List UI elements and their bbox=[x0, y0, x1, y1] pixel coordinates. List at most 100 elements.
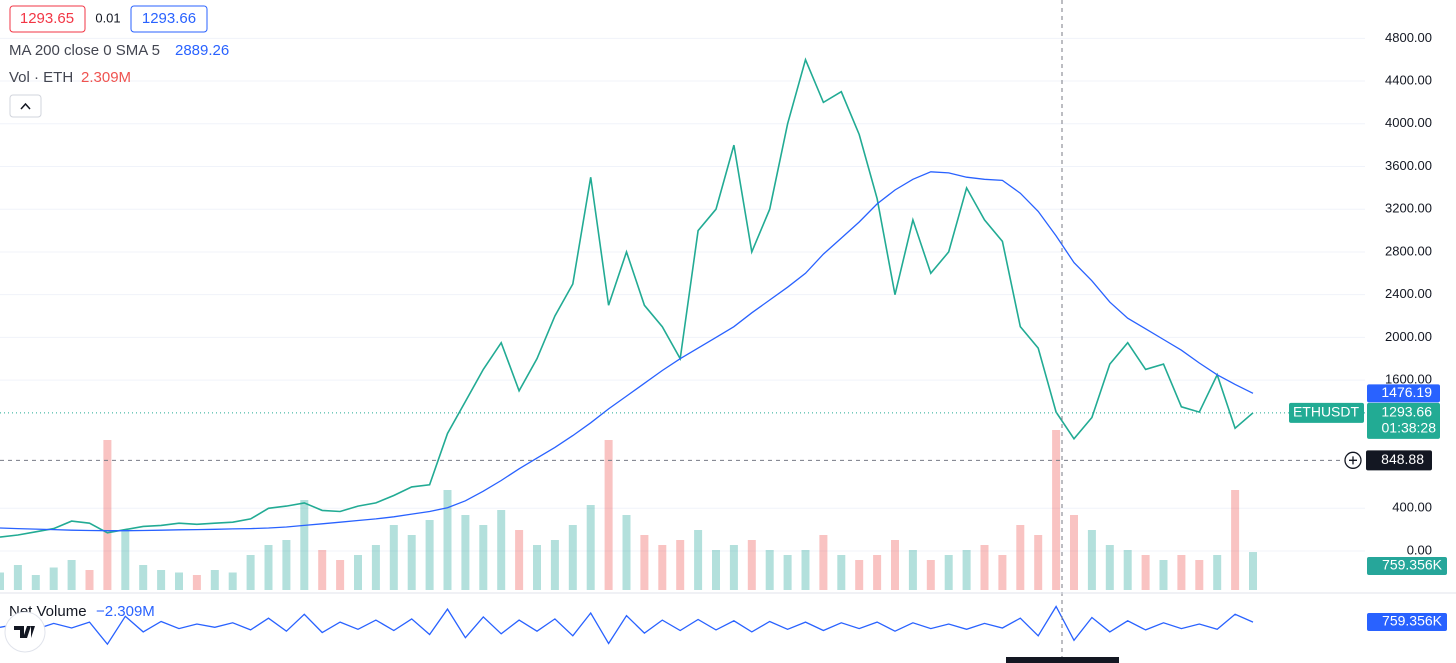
volume-bar bbox=[765, 550, 774, 590]
volume-bar bbox=[1249, 552, 1257, 590]
volume-bar bbox=[998, 555, 1007, 590]
y-tick-label: 3600.00 bbox=[1385, 158, 1432, 173]
crosshair-date-box bbox=[1006, 657, 1119, 663]
y-tick-label: 3200.00 bbox=[1385, 201, 1432, 216]
y-tick-label: 1600.00 bbox=[1385, 372, 1432, 387]
spread: 0.01 bbox=[95, 10, 120, 25]
volume-last-label: 759.356K bbox=[1382, 557, 1443, 573]
y-tick-label: 400.00 bbox=[1392, 500, 1432, 515]
collapse-button[interactable] bbox=[9, 94, 42, 118]
volume-bar bbox=[1177, 555, 1186, 590]
countdown-label: 01:38:28 bbox=[1382, 420, 1437, 436]
ask-box[interactable] bbox=[130, 5, 208, 33]
volume-bar bbox=[121, 530, 130, 590]
volume-bar bbox=[873, 555, 882, 590]
volume-bar bbox=[282, 540, 291, 590]
volume-bar bbox=[783, 555, 792, 590]
volume-bar bbox=[49, 567, 58, 590]
volume-bar bbox=[908, 550, 917, 590]
y-tick-label: 0.00 bbox=[1407, 542, 1432, 557]
volume-bar bbox=[1195, 560, 1204, 590]
volume-bar bbox=[1231, 490, 1240, 590]
volume-bar bbox=[103, 440, 112, 590]
volume-bar bbox=[747, 540, 756, 590]
crosshair-price-label: 848.88 bbox=[1381, 451, 1424, 467]
ma-price-label: 1476.19 bbox=[1381, 384, 1432, 400]
volume-bar bbox=[1159, 560, 1168, 590]
ma-legend[interactable]: MA 200 close 0 SMA 5 bbox=[9, 42, 160, 59]
y-tick-label: 4400.00 bbox=[1385, 72, 1432, 87]
volume-bar bbox=[622, 515, 631, 590]
volume-bar bbox=[980, 545, 989, 590]
volume-bar bbox=[1087, 530, 1096, 590]
volume-bar bbox=[1123, 550, 1132, 590]
ask: 1293.66 bbox=[142, 10, 196, 27]
net-volume-last-label: 759.356K bbox=[1382, 613, 1443, 629]
crosshair-price-box bbox=[1366, 450, 1432, 471]
volume-bar bbox=[443, 490, 452, 590]
symbol-label: ETHUSDT bbox=[1293, 404, 1360, 420]
y-tick-label: 4800.00 bbox=[1385, 30, 1432, 45]
volume-bar bbox=[228, 572, 237, 590]
volume-bar bbox=[658, 545, 667, 590]
volume-bar bbox=[407, 535, 416, 590]
last-price-box bbox=[1367, 402, 1440, 439]
volume-bar bbox=[729, 545, 738, 590]
volume-bar bbox=[264, 545, 273, 590]
volume-bar bbox=[926, 560, 935, 590]
volume-bar bbox=[1070, 515, 1078, 590]
ma-value: 2889.26 bbox=[175, 42, 229, 59]
volume-last-box bbox=[1367, 557, 1447, 575]
volume-bar bbox=[640, 535, 649, 590]
net-volume-value: −2.309M bbox=[96, 603, 155, 620]
volume-bar bbox=[139, 565, 148, 590]
vol-legend[interactable]: Vol · ETH bbox=[9, 69, 73, 86]
volume-bar bbox=[425, 520, 434, 590]
symbol-box bbox=[1289, 402, 1364, 423]
volume-bar bbox=[67, 560, 76, 590]
volume-bar bbox=[1141, 555, 1150, 590]
last-price-label: 1293.66 bbox=[1381, 404, 1432, 420]
volume-bar bbox=[550, 540, 559, 590]
volume-bar bbox=[1052, 430, 1061, 590]
volume-bar bbox=[944, 555, 953, 590]
volume-bar bbox=[1213, 555, 1222, 590]
volume-bar bbox=[837, 555, 846, 590]
volume-bar bbox=[210, 570, 219, 590]
volume-bar bbox=[533, 545, 541, 590]
chevron-icon bbox=[20, 102, 31, 110]
volume-bar bbox=[336, 560, 345, 590]
y-tick-label: 4000.00 bbox=[1385, 115, 1432, 130]
price-line bbox=[0, 57, 1254, 538]
volume-bar bbox=[855, 560, 864, 590]
volume-bar bbox=[389, 525, 398, 590]
plus-icon bbox=[1349, 456, 1357, 465]
volume-bar bbox=[157, 570, 166, 590]
volume-bar bbox=[604, 440, 613, 590]
ma-line bbox=[0, 171, 1254, 532]
volume-bar bbox=[1016, 525, 1025, 590]
volume-bar bbox=[85, 570, 94, 590]
vol-value: 2.309M bbox=[81, 69, 131, 86]
volume-bar bbox=[694, 530, 703, 590]
volume-bar bbox=[568, 525, 577, 590]
volume-bar bbox=[515, 530, 524, 590]
volume-bar bbox=[192, 575, 201, 590]
volume-bar bbox=[712, 550, 720, 590]
volume-bar bbox=[891, 540, 899, 590]
volume-bar bbox=[586, 505, 595, 590]
volume-bar bbox=[175, 572, 183, 590]
volume-bar bbox=[246, 555, 255, 590]
volume-bar bbox=[1034, 535, 1043, 590]
bid-box[interactable] bbox=[9, 5, 86, 33]
y-tick-label: 2000.00 bbox=[1385, 329, 1432, 344]
ma-price-box bbox=[1367, 384, 1440, 403]
volume-bar bbox=[819, 535, 828, 590]
volume-bar bbox=[676, 540, 685, 590]
volume-bar bbox=[300, 500, 309, 590]
volume-bar bbox=[371, 545, 380, 590]
net-volume-line bbox=[0, 605, 1254, 646]
volume-bar bbox=[354, 555, 362, 590]
volume-bar bbox=[801, 550, 810, 590]
